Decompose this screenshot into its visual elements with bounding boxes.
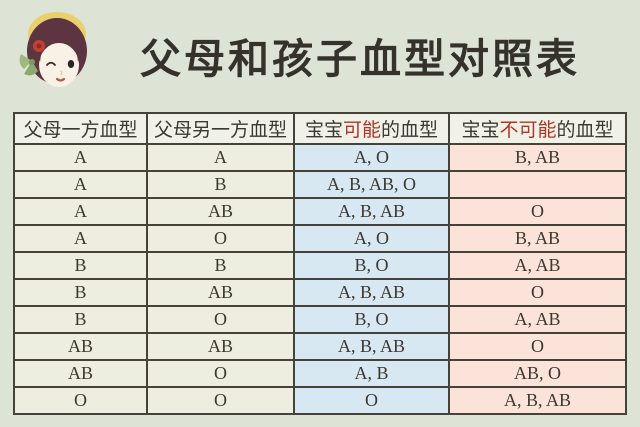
column-header-text: 父母一方血型 xyxy=(23,120,138,141)
table-cell: A xyxy=(13,143,148,172)
table-cell: O xyxy=(146,305,295,334)
table-row: O O O A, B, AB xyxy=(13,386,627,415)
table-cell: A, B, AB xyxy=(293,197,450,226)
table-cell xyxy=(448,170,627,199)
table-cell: A, B xyxy=(293,359,450,388)
table-cell: O xyxy=(13,386,148,415)
table-cell: O xyxy=(448,197,627,226)
table-cell: B, O xyxy=(293,305,450,334)
column-header-text: 宝宝 xyxy=(304,120,343,141)
table-cell: A, B, AB, O xyxy=(293,170,450,199)
table-cell: A, AB xyxy=(448,305,627,334)
table-cell: B xyxy=(13,305,148,334)
table-header-row: 父母一方血型 父母另一方血型 宝宝可能的血型 宝宝不可能的血型 xyxy=(13,112,627,145)
table-cell: O xyxy=(146,224,295,253)
table-row: A O A, O B, AB xyxy=(13,224,627,253)
table-cell: B xyxy=(146,170,295,199)
table-cell: AB xyxy=(146,197,295,226)
table-row: AB O A, B AB, O xyxy=(13,359,627,388)
table-cell: A, B, AB xyxy=(448,386,627,415)
table-cell: O xyxy=(146,386,295,415)
table-cell: B, AB xyxy=(448,143,627,172)
table-cell: AB xyxy=(146,278,295,307)
table-cell: O xyxy=(448,332,627,361)
column-header-parent-one: 父母一方血型 xyxy=(13,112,148,145)
table-cell: O xyxy=(448,278,627,307)
column-header-text: 宝宝 xyxy=(461,120,500,141)
page-title: 父母和孩子血型对照表 xyxy=(140,36,580,82)
table-row: B AB A, B, AB O xyxy=(13,278,627,307)
table-row: AB AB A, B, AB O xyxy=(13,332,627,361)
table-cell: A xyxy=(13,224,148,253)
girl-avatar-icon xyxy=(19,12,87,87)
table-cell: O xyxy=(146,359,295,388)
column-header-possible: 宝宝可能的血型 xyxy=(293,112,450,145)
column-header-impossible: 宝宝不可能的血型 xyxy=(448,112,627,145)
table-cell: O xyxy=(293,386,450,415)
column-header-text: 的血型 xyxy=(556,120,614,141)
table-cell: A xyxy=(13,197,148,226)
table-row: B O B, O A, AB xyxy=(13,305,627,334)
table-cell: A, B, AB xyxy=(293,278,450,307)
table-cell: B xyxy=(13,251,148,280)
table-cell: B, O xyxy=(293,251,450,280)
column-header-highlight: 不可能 xyxy=(499,120,557,141)
column-header-highlight: 可能 xyxy=(342,120,381,141)
table-cell: A, B, AB xyxy=(293,332,450,361)
column-header-text: 的血型 xyxy=(381,120,439,141)
table-cell: A, O xyxy=(293,143,450,172)
table-cell: A, O xyxy=(293,224,450,253)
table-cell: AB xyxy=(13,332,148,361)
table-row: A AB A, B, AB O xyxy=(13,197,627,226)
column-header-text: 父母另一方血型 xyxy=(153,120,287,141)
table-cell: AB xyxy=(146,332,295,361)
table-cell: A xyxy=(13,170,148,199)
table-row: B B B, O A, AB xyxy=(13,251,627,280)
column-header-parent-two: 父母另一方血型 xyxy=(146,112,295,145)
table-cell: AB, O xyxy=(448,359,627,388)
blood-type-table: 父母一方血型 父母另一方血型 宝宝可能的血型 宝宝不可能的血型 A A A, O B,… xyxy=(13,112,627,415)
table-cell: AB xyxy=(13,359,148,388)
table-cell: B xyxy=(13,278,148,307)
table-cell: A xyxy=(146,143,295,172)
table-cell: B, AB xyxy=(448,224,627,253)
table-body: A A A, O B, AB A B A, B, AB, O A AB A, B, AB O A O A,… xyxy=(13,143,627,415)
table-cell: A, AB xyxy=(448,251,627,280)
table-cell: B xyxy=(146,251,295,280)
table-row: A B A, B, AB, O xyxy=(13,170,627,199)
table-row: A A A, O B, AB xyxy=(13,143,627,172)
